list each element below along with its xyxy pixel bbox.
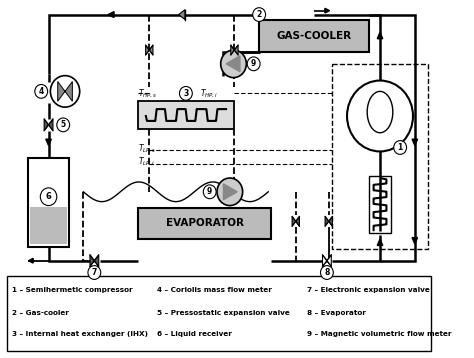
Text: 3: 3 bbox=[183, 89, 189, 98]
Polygon shape bbox=[179, 10, 185, 20]
Bar bbox=[138, 101, 235, 129]
Polygon shape bbox=[146, 45, 153, 55]
Polygon shape bbox=[377, 32, 383, 39]
Text: $T_{LP,s}$: $T_{LP,s}$ bbox=[138, 142, 156, 155]
Bar bbox=[28, 158, 69, 247]
Polygon shape bbox=[412, 139, 418, 146]
Text: GAS-COOLER: GAS-COOLER bbox=[276, 31, 352, 41]
Text: EVAPORATOR: EVAPORATOR bbox=[166, 218, 244, 228]
Bar bbox=[369, 176, 391, 233]
Text: 3 – Internal heat exchanger (IHX): 3 – Internal heat exchanger (IHX) bbox=[12, 330, 148, 337]
Polygon shape bbox=[108, 12, 114, 18]
Text: 4 – Coriolis mass flow meter: 4 – Coriolis mass flow meter bbox=[156, 287, 272, 293]
Bar bbox=[8, 276, 431, 351]
Circle shape bbox=[247, 57, 260, 71]
Bar bbox=[30, 207, 67, 244]
Circle shape bbox=[203, 185, 216, 199]
Polygon shape bbox=[223, 184, 237, 200]
Text: 4: 4 bbox=[38, 87, 44, 96]
Text: 6 – Liquid receiver: 6 – Liquid receiver bbox=[156, 330, 231, 337]
Text: 1: 1 bbox=[398, 143, 403, 152]
Circle shape bbox=[57, 118, 70, 132]
Text: $T_{HP,s}$: $T_{HP,s}$ bbox=[138, 88, 157, 101]
Polygon shape bbox=[58, 82, 73, 101]
Polygon shape bbox=[28, 258, 33, 263]
Bar bbox=[332, 64, 428, 249]
Text: 7 – Electronic expansion valve: 7 – Electronic expansion valve bbox=[307, 287, 429, 293]
Circle shape bbox=[180, 87, 192, 100]
Circle shape bbox=[221, 50, 246, 78]
Polygon shape bbox=[44, 119, 53, 131]
Polygon shape bbox=[325, 8, 329, 13]
Polygon shape bbox=[226, 56, 240, 72]
Polygon shape bbox=[231, 45, 238, 55]
Text: 1 – Semihermetic compressor: 1 – Semihermetic compressor bbox=[12, 287, 133, 293]
Text: 9 – Magnetic volumetric flow meter: 9 – Magnetic volumetric flow meter bbox=[307, 330, 451, 337]
Circle shape bbox=[217, 178, 243, 205]
Text: $T_{HP,i}$: $T_{HP,i}$ bbox=[200, 88, 218, 101]
Polygon shape bbox=[90, 255, 99, 267]
Text: 8 – Evaporator: 8 – Evaporator bbox=[307, 310, 365, 316]
Text: 2: 2 bbox=[256, 10, 262, 19]
Circle shape bbox=[40, 188, 57, 205]
Polygon shape bbox=[377, 239, 383, 246]
Text: 6: 6 bbox=[46, 192, 52, 201]
Text: 5: 5 bbox=[61, 120, 66, 129]
Circle shape bbox=[394, 141, 407, 154]
Circle shape bbox=[347, 81, 413, 151]
Text: $T_{LP,i}$: $T_{LP,i}$ bbox=[138, 156, 155, 168]
Circle shape bbox=[320, 266, 333, 279]
Bar bbox=[138, 208, 271, 239]
Circle shape bbox=[50, 76, 80, 107]
Polygon shape bbox=[292, 216, 300, 226]
Text: 5 – Pressostatic expansion valve: 5 – Pressostatic expansion valve bbox=[156, 310, 289, 316]
Circle shape bbox=[253, 8, 265, 21]
Text: 9: 9 bbox=[251, 59, 256, 68]
Text: 2 – Gas-cooler: 2 – Gas-cooler bbox=[12, 310, 69, 316]
Polygon shape bbox=[325, 216, 332, 226]
Circle shape bbox=[88, 266, 101, 279]
Text: 7: 7 bbox=[91, 268, 97, 277]
Circle shape bbox=[35, 84, 48, 98]
Text: 8: 8 bbox=[324, 268, 329, 277]
Polygon shape bbox=[322, 255, 331, 267]
Text: 9: 9 bbox=[207, 187, 212, 196]
Ellipse shape bbox=[367, 91, 393, 133]
Polygon shape bbox=[412, 238, 418, 244]
Bar bbox=[259, 20, 369, 52]
Polygon shape bbox=[46, 139, 51, 146]
